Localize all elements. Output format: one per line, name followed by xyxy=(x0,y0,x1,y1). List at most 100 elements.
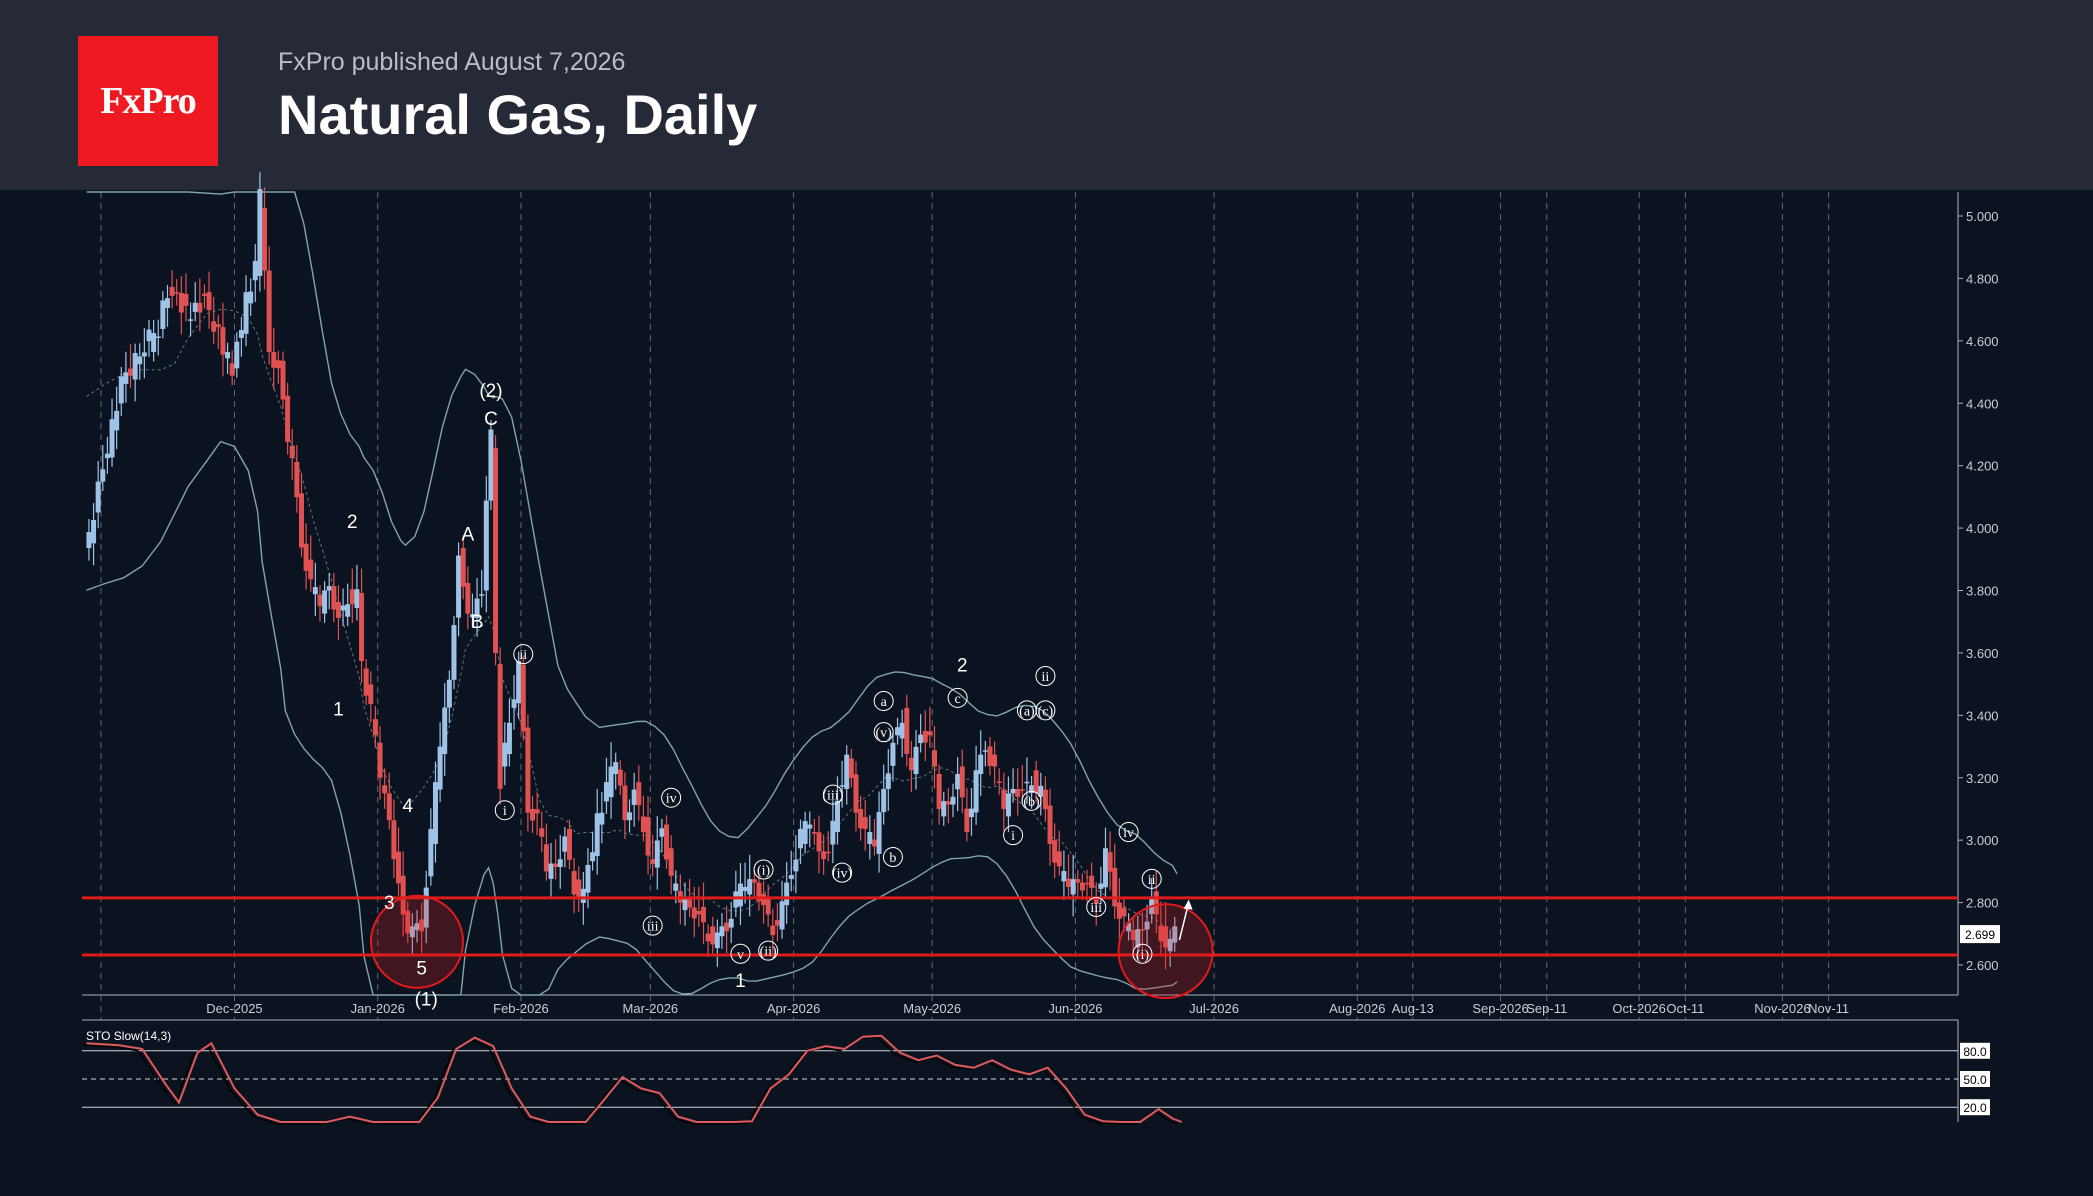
candle-body xyxy=(627,812,633,821)
candle-body xyxy=(779,901,785,930)
candle-body xyxy=(164,298,170,308)
candle-body xyxy=(137,356,143,365)
candle-body xyxy=(992,754,998,767)
candle-body xyxy=(867,832,873,844)
candle-body xyxy=(141,352,147,357)
candle-body xyxy=(793,859,799,872)
candle-body xyxy=(354,589,360,608)
wave-label: v xyxy=(737,948,744,963)
wave-label-circle xyxy=(822,784,843,805)
candle-body xyxy=(1167,938,1173,952)
candle-body xyxy=(183,293,189,306)
wave-label-circle xyxy=(1021,790,1042,811)
candle-body xyxy=(830,820,836,845)
candle-body xyxy=(539,828,545,837)
candle-body xyxy=(784,882,790,906)
candles xyxy=(86,172,1178,970)
candle-body xyxy=(349,589,355,605)
candle-body xyxy=(645,817,651,856)
candle-body xyxy=(936,774,942,809)
wave-label-circle xyxy=(882,847,903,868)
candle-body xyxy=(1042,789,1048,810)
candle-body xyxy=(673,883,679,891)
y-tick-label: 5.000 xyxy=(1966,209,1999,224)
wave-label-circle xyxy=(642,915,663,936)
plot-area xyxy=(82,192,1958,995)
candle-body xyxy=(280,360,286,400)
candle-body xyxy=(1052,840,1058,863)
wave-label: (i) xyxy=(757,863,771,878)
candle-body xyxy=(469,614,475,618)
x-tick-label: Dec-2025 xyxy=(206,1001,262,1016)
candle-body xyxy=(1005,793,1011,817)
wave-label-circle xyxy=(947,687,968,708)
wave-label: (v) xyxy=(876,726,893,741)
candle-body xyxy=(1084,882,1090,885)
candle-body xyxy=(414,923,420,931)
wave-label-circle xyxy=(753,859,774,880)
x-tick-label: Jan-2026 xyxy=(351,1001,405,1016)
candle-body xyxy=(821,851,827,860)
y-tick-label: 3.800 xyxy=(1966,584,1999,599)
x-tick-label: Apr-2026 xyxy=(767,1001,820,1016)
candle-body xyxy=(400,875,406,915)
candle-body xyxy=(86,532,92,549)
candle-body xyxy=(853,774,859,813)
candle-body xyxy=(871,839,877,847)
candle-body xyxy=(1130,930,1136,941)
candle-body xyxy=(927,731,933,736)
candle-body xyxy=(520,664,526,732)
wave-label: ii xyxy=(1042,670,1050,685)
candle-body xyxy=(95,481,101,513)
candle-body xyxy=(1153,891,1159,915)
candle-body xyxy=(1024,781,1030,784)
candle-body xyxy=(640,816,646,833)
wave-label-circle xyxy=(1035,666,1056,687)
wave-label: 1 xyxy=(333,699,344,720)
wave-label-circle xyxy=(758,940,779,961)
wave-label: C xyxy=(484,409,498,430)
stochastic-level-label: 80.0 xyxy=(1963,1045,1987,1059)
wave-label: (2) xyxy=(479,381,502,402)
candle-body xyxy=(432,782,438,844)
wave-label: ii xyxy=(1148,873,1156,888)
wave-label-circle xyxy=(832,862,853,883)
candle-body xyxy=(340,605,346,611)
candle-body xyxy=(710,926,716,945)
stochastic-signal-line xyxy=(82,1037,1178,1125)
candle-body xyxy=(437,746,443,790)
candle-body xyxy=(188,319,194,321)
y-tick-label: 3.600 xyxy=(1966,646,1999,661)
candle-body xyxy=(798,828,804,849)
candle-body xyxy=(714,932,720,949)
candle-body xyxy=(262,207,268,271)
candle-body xyxy=(243,292,249,334)
candle-body xyxy=(553,863,559,868)
candle-body xyxy=(603,782,609,802)
candle-body xyxy=(391,820,397,860)
wave-label-circle xyxy=(873,722,894,743)
candle-body xyxy=(955,774,961,790)
candle-body xyxy=(728,918,734,928)
candle-body xyxy=(151,333,157,353)
candle-body xyxy=(996,781,1002,783)
candle-body xyxy=(511,699,517,708)
wave-label-circle xyxy=(1132,943,1153,964)
candle-body xyxy=(885,773,891,789)
y-tick-label: 2.800 xyxy=(1966,896,1999,911)
candle-body xyxy=(192,302,198,312)
candle-body xyxy=(825,851,831,854)
wave-label: a xyxy=(881,695,888,710)
wave-label: iii xyxy=(1090,901,1102,916)
candle-body xyxy=(913,746,919,775)
wave-label: 2 xyxy=(957,656,968,677)
x-tick-label: Aug-13 xyxy=(1392,1001,1434,1016)
candle-body xyxy=(599,812,605,825)
candle-body xyxy=(696,911,702,915)
candle-body xyxy=(659,828,665,837)
wave-label-circle xyxy=(513,644,534,665)
candle-body xyxy=(428,828,434,877)
candle-body xyxy=(1163,926,1169,948)
wave-label: (1) xyxy=(415,990,438,1011)
wave-label: 2 xyxy=(347,512,358,533)
